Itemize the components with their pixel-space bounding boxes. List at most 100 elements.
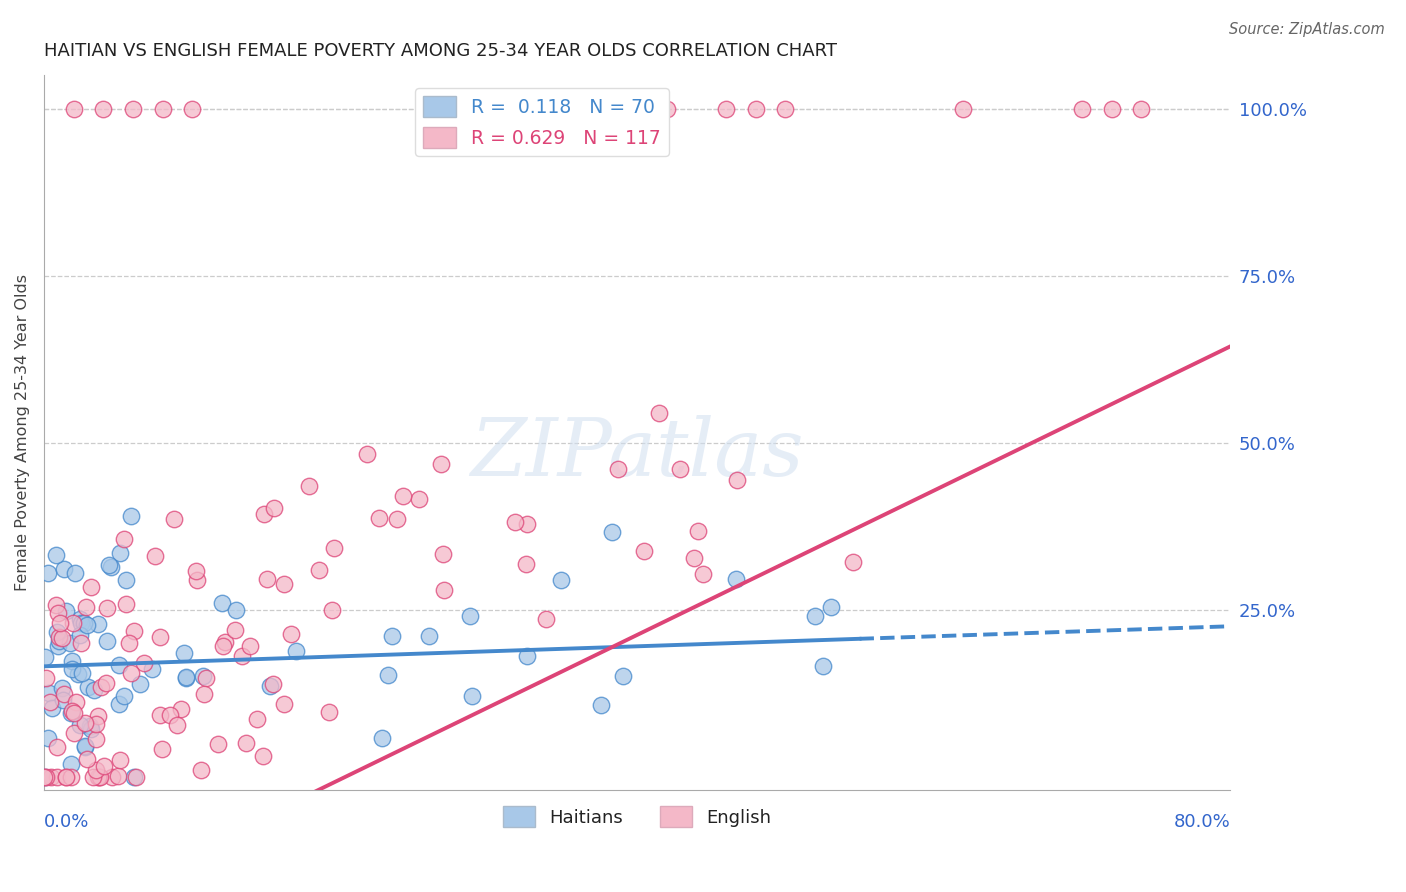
Point xyxy=(93,758,115,772)
Point xyxy=(108,657,131,672)
Point xyxy=(76,618,98,632)
Point xyxy=(63,726,86,740)
Point xyxy=(150,742,173,756)
Text: ZIPatlas: ZIPatlas xyxy=(471,416,804,492)
Point xyxy=(122,102,145,116)
Point xyxy=(84,731,107,746)
Point xyxy=(745,102,768,116)
Point xyxy=(55,603,77,617)
Point xyxy=(259,679,281,693)
Point xyxy=(65,566,87,581)
Point xyxy=(190,764,212,778)
Point xyxy=(141,662,163,676)
Point xyxy=(211,596,233,610)
Point xyxy=(87,709,110,723)
Point xyxy=(120,508,142,523)
Point xyxy=(648,406,671,420)
Point xyxy=(112,690,135,704)
Point xyxy=(80,722,103,736)
Point xyxy=(76,752,98,766)
Point xyxy=(692,567,714,582)
Point xyxy=(186,573,208,587)
Point xyxy=(96,675,118,690)
Point xyxy=(120,666,142,681)
Point xyxy=(46,740,69,755)
Point xyxy=(149,630,172,644)
Point xyxy=(600,525,623,540)
Point xyxy=(813,659,835,673)
Point xyxy=(377,668,399,682)
Point xyxy=(69,628,91,642)
Point xyxy=(246,712,269,726)
Point xyxy=(73,716,96,731)
Point xyxy=(48,630,70,644)
Point xyxy=(129,677,152,691)
Point xyxy=(35,671,58,685)
Point xyxy=(433,582,456,597)
Point xyxy=(67,667,90,681)
Point xyxy=(273,697,295,711)
Legend: Haitians, English: Haitians, English xyxy=(495,799,779,835)
Point xyxy=(38,686,60,700)
Point xyxy=(34,649,56,664)
Point xyxy=(100,560,122,574)
Point xyxy=(45,770,67,784)
Point xyxy=(308,562,330,576)
Point xyxy=(107,769,129,783)
Point xyxy=(96,633,118,648)
Point xyxy=(655,102,678,116)
Point xyxy=(725,473,748,487)
Point xyxy=(503,515,526,529)
Point xyxy=(273,577,295,591)
Point xyxy=(683,550,706,565)
Point xyxy=(516,516,538,531)
Point xyxy=(73,739,96,753)
Point xyxy=(44,598,66,612)
Point xyxy=(170,701,193,715)
Point xyxy=(60,654,83,668)
Point xyxy=(842,554,865,568)
Point xyxy=(55,770,77,784)
Point xyxy=(166,718,188,732)
Y-axis label: Female Poverty Among 25-34 Year Olds: Female Poverty Among 25-34 Year Olds xyxy=(15,274,30,591)
Point xyxy=(225,603,247,617)
Point xyxy=(952,102,974,116)
Point xyxy=(52,687,75,701)
Point xyxy=(125,770,148,784)
Point xyxy=(90,680,112,694)
Point xyxy=(62,706,84,720)
Point xyxy=(89,770,111,784)
Point xyxy=(41,701,63,715)
Point xyxy=(34,770,56,784)
Point xyxy=(91,102,114,116)
Point xyxy=(65,696,87,710)
Point xyxy=(143,549,166,563)
Point xyxy=(115,573,138,587)
Point xyxy=(73,615,96,630)
Text: 80.0%: 80.0% xyxy=(1174,814,1230,831)
Point xyxy=(191,669,214,683)
Point xyxy=(70,616,93,631)
Point xyxy=(122,770,145,784)
Point xyxy=(76,680,98,694)
Point xyxy=(132,656,155,670)
Point xyxy=(34,770,56,784)
Point xyxy=(418,629,440,643)
Point xyxy=(803,609,825,624)
Point xyxy=(356,447,378,461)
Point xyxy=(108,546,131,560)
Point xyxy=(385,512,408,526)
Text: 0.0%: 0.0% xyxy=(44,814,89,831)
Point xyxy=(87,770,110,784)
Point xyxy=(669,462,692,476)
Point xyxy=(550,573,572,587)
Point xyxy=(159,707,181,722)
Point xyxy=(62,616,84,631)
Point xyxy=(59,636,82,650)
Point xyxy=(149,707,172,722)
Point xyxy=(96,600,118,615)
Point xyxy=(39,696,62,710)
Point xyxy=(84,763,107,777)
Point xyxy=(1130,102,1153,116)
Point xyxy=(101,770,124,784)
